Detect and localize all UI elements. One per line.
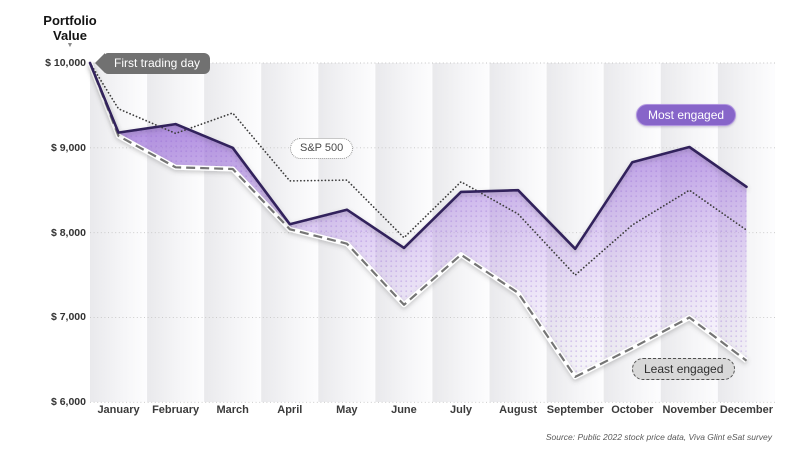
engagement-gap-dots (90, 63, 747, 377)
axis-pointer-icon: ▼ (66, 42, 74, 49)
y-tick-label: $ 6,000 (50, 396, 86, 409)
y-axis-title-line1: Portfolio (43, 13, 97, 28)
source-note: Source: Public 2022 stock price data, Vi… (545, 432, 772, 442)
sp500-label: S&P 500 (290, 138, 354, 159)
most-engaged-line (88, 61, 748, 251)
x-tick-label-august: August (499, 404, 538, 416)
x-tick-label-april: April (277, 404, 303, 416)
x-tick-label-may: May (336, 404, 358, 416)
x-tick-label-october: October (611, 404, 654, 416)
y-tick-label: $ 7,000 (50, 311, 86, 324)
x-tick-label-july: July (450, 404, 473, 416)
x-tick-label-january: January (97, 404, 140, 416)
first-trading-day-badge: First trading day (94, 53, 211, 74)
y-tick-label: $ 9,000 (50, 141, 86, 154)
sp500-line (89, 62, 748, 276)
least-engaged-badge: Least engaged (632, 358, 736, 380)
least-engaged-line (88, 62, 748, 378)
x-tick-label-june: June (391, 404, 417, 416)
most-engaged-badge: Most engaged (636, 104, 737, 126)
x-tick-label-march: March (216, 404, 249, 416)
x-tick-label-november: November (662, 404, 717, 416)
y-tick-label: $ 8,000 (50, 226, 86, 239)
y-tick-label: $ 10,000 (45, 57, 86, 69)
x-tick-label-september: September (546, 404, 604, 416)
x-tick-label-february: February (152, 404, 200, 416)
y-axis-title-line2: Value (53, 28, 87, 43)
y-axis-title: Portfolio Value (36, 13, 104, 43)
x-tick-label-december: December (719, 404, 774, 416)
